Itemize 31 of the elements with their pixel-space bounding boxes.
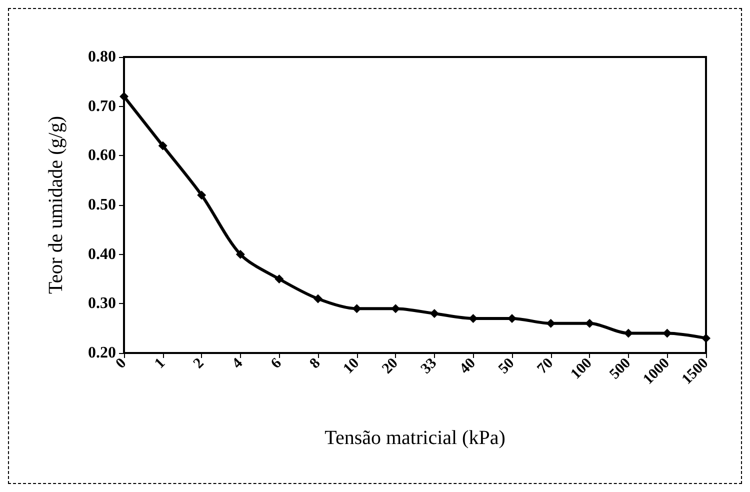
x-tick-label: 500 [606,355,634,383]
x-tick-label: 4 [229,354,246,372]
y-tick-label: 0.20 [88,344,116,362]
x-tick-label: 1 [152,355,168,372]
x-tick-label: 6 [268,354,286,372]
x-tick-label: 20 [379,355,402,378]
x-tick-label: 40 [456,355,479,378]
point [197,190,206,200]
x-tick-label: 10 [340,355,362,378]
y-tick-label: 0.80 [88,48,116,66]
x-axis-title: Tensão matricial (kPa) [324,427,506,449]
point [702,334,710,343]
x-tick-label: 100 [568,355,596,383]
y-tick-label: 0.70 [88,98,116,115]
point [585,318,594,328]
x-tick-label: 50 [496,355,518,378]
x-tick-label: 8 [307,355,324,372]
point [236,250,245,259]
y-tick-label: 0.30 [88,295,116,312]
point [274,274,284,284]
x-tick-label: 33 [418,355,440,378]
y-tick-label: 0.50 [88,196,116,214]
x-tick-label: 1000 [640,355,673,388]
y-tick-label: 0.40 [88,246,116,263]
x-tick-label: 2 [190,355,208,372]
point [158,141,168,150]
y-tick-label: 0.60 [88,147,116,164]
y-axis-title: Teor de umidade (g/g) [45,116,67,294]
point [314,294,322,304]
x-tick-label: 1500 [679,355,712,388]
x-tick-label: 70 [534,355,556,378]
